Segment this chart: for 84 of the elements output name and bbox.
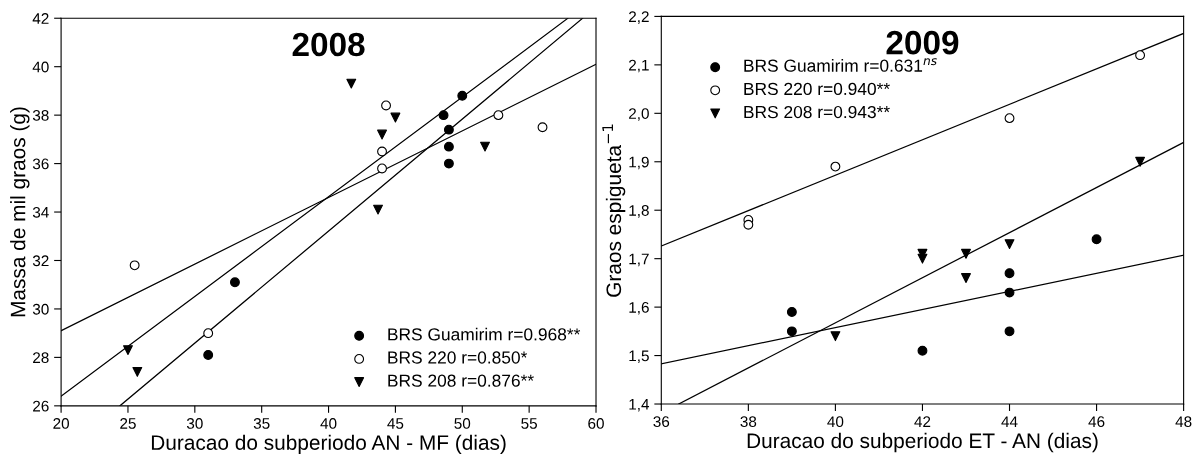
x-tick-label: 40 <box>320 418 337 429</box>
point <box>381 100 392 111</box>
x-tick-label: 25 <box>120 418 136 429</box>
y-tick-label: 26 <box>33 400 49 412</box>
point <box>443 158 454 169</box>
point <box>537 122 548 133</box>
point <box>480 141 490 152</box>
point <box>129 260 140 271</box>
x-tick-label: 45 <box>387 418 404 429</box>
legend-label: BRS 220 r=0.850* <box>388 351 528 364</box>
y-tick-label: 2,0 <box>629 108 649 121</box>
point <box>377 146 387 157</box>
y-tick-label: 1,7 <box>629 253 649 267</box>
y-axis-title: Graos espigueta$^{−1}$ <box>602 124 626 297</box>
point <box>1004 113 1015 124</box>
y-tick-label: 2,1 <box>629 59 649 73</box>
x-tick-label: 55 <box>521 418 537 429</box>
point <box>917 345 928 356</box>
point <box>830 161 841 172</box>
point <box>1135 50 1146 61</box>
x-tick-label: 30 <box>186 418 203 429</box>
y-tick-label: 28 <box>33 352 49 364</box>
x-tick-label: 38 <box>740 416 757 428</box>
legend-label: BRS 208 r=0.876** <box>388 374 534 387</box>
point <box>390 112 401 123</box>
point <box>1004 287 1015 298</box>
y-tick-label: 1,4 <box>629 399 650 412</box>
point <box>1091 234 1102 245</box>
y-axis-title: Massa de mil graos (g) <box>10 107 30 317</box>
y-tick-label: 36 <box>32 158 49 170</box>
legend-label: BRS 208 r=0.943** <box>744 105 890 119</box>
point <box>443 141 454 152</box>
point <box>203 350 214 360</box>
point <box>346 78 357 89</box>
point <box>443 124 454 135</box>
y-tick-label: 32 <box>32 255 49 267</box>
point <box>786 307 797 317</box>
point <box>203 328 214 339</box>
point <box>743 219 754 230</box>
point <box>123 345 133 356</box>
legend-label: BRS 220 r=0.940** <box>744 82 890 96</box>
point <box>1135 156 1146 167</box>
y-tick-label: 42 <box>32 13 49 24</box>
point <box>1004 268 1015 279</box>
x-tick-label: 36 <box>653 416 670 428</box>
chart-title: 2008 <box>292 32 365 57</box>
point <box>1004 239 1015 250</box>
y-tick-label: 30 <box>32 303 49 315</box>
point <box>229 277 240 288</box>
x-tick-label: 50 <box>454 418 471 429</box>
y-tick-label: 1,6 <box>629 301 649 315</box>
point <box>786 326 797 337</box>
point <box>373 204 383 215</box>
point <box>493 110 504 121</box>
x-tick-label: 44 <box>1001 416 1018 427</box>
point <box>917 253 928 264</box>
legend-label: BRS Guamirim r=0.631$^{ns}$ <box>744 58 937 72</box>
point <box>961 248 971 259</box>
point <box>132 366 143 377</box>
point <box>377 129 387 140</box>
x-tick-label: 40 <box>827 416 844 428</box>
chart-title: 2009 <box>886 30 959 55</box>
x-tick-label: 48 <box>1175 416 1192 428</box>
point <box>377 163 387 174</box>
y-tick-label: 1,8 <box>629 205 649 218</box>
x-axis-title: Duracao do subperiodo ET - AN (dias) <box>747 432 1098 453</box>
y-tick-label: 2,2 <box>629 11 649 24</box>
y-tick-label: 40 <box>32 61 49 73</box>
point <box>830 331 841 342</box>
x-tick-label: 42 <box>914 416 931 427</box>
point <box>1004 326 1015 337</box>
x-tick-label: 35 <box>253 418 270 429</box>
point <box>961 273 971 283</box>
point <box>457 90 468 101</box>
x-axis-title: Duracao do subperiodo AN - MF (dias) <box>151 434 506 455</box>
x-tick-label: 60 <box>588 418 604 429</box>
y-tick-label: 38 <box>32 110 49 121</box>
y-tick-label: 1,5 <box>629 350 649 364</box>
x-tick-label: 46 <box>1088 416 1105 428</box>
point <box>438 110 449 121</box>
y-tick-label: 34 <box>32 206 49 218</box>
legend-label: BRS Guamirim r=0.968** <box>388 327 581 341</box>
x-tick-label: 20 <box>53 418 69 429</box>
y-tick-label: 1,9 <box>629 156 649 170</box>
